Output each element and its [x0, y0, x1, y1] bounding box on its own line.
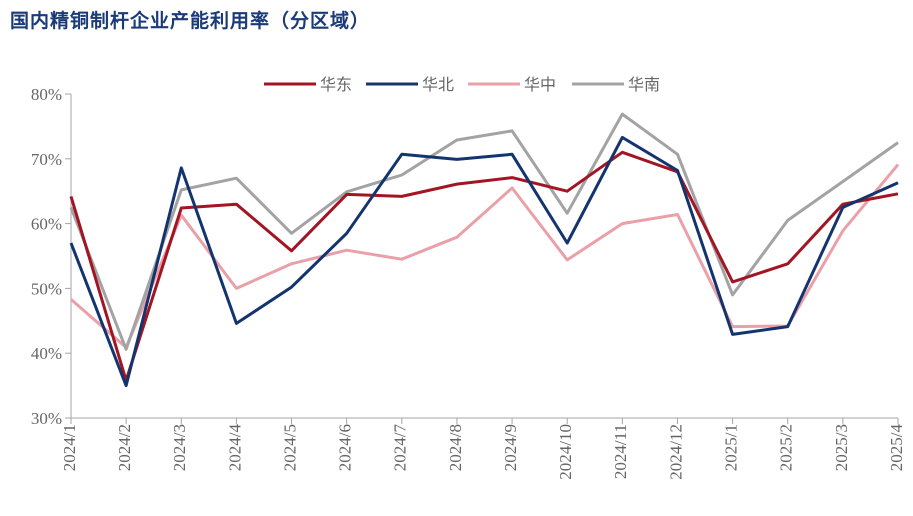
x-tick-label: 2024/12 — [666, 424, 685, 480]
x-tick-label: 2025/3 — [832, 424, 851, 471]
x-tick-label: 2024/2 — [115, 424, 134, 471]
series-line-华南 — [69, 112, 899, 351]
x-tick-label: 2025/4 — [887, 424, 906, 472]
legend-item: 华中 — [468, 75, 556, 94]
axes: 30% 40% 50% 60% 70% 80% 2024/1 2024/2 2024/3 2024… — [31, 85, 906, 480]
x-tick-label: 2024/11 — [611, 424, 630, 479]
y-tick-label: 70% — [31, 150, 62, 169]
y-tick-label: 30% — [31, 409, 62, 428]
series-line-华东 — [69, 150, 899, 382]
x-tick-label: 2024/1 — [60, 424, 79, 471]
chart-title: 国内精铜制杆企业产能利用率（分区域） — [10, 10, 371, 32]
series-line-华北 — [69, 135, 899, 388]
x-tick-label: 2025/1 — [722, 424, 741, 471]
series-lines — [69, 112, 900, 388]
legend-label: 华东 — [320, 75, 352, 94]
x-tick-label: 2024/9 — [501, 424, 520, 471]
x-tick-label: 2024/7 — [391, 424, 410, 472]
y-tick-label: 60% — [31, 215, 62, 234]
legend-item: 华东 — [264, 75, 352, 94]
legend-label: 华中 — [524, 75, 556, 94]
x-tick-label: 2024/4 — [225, 424, 244, 472]
x-tick-label: 2025/2 — [777, 424, 796, 471]
legend-item: 华南 — [572, 75, 660, 94]
x-tick-label: 2024/8 — [446, 424, 465, 471]
x-tick-label: 2024/3 — [170, 424, 189, 471]
y-tick-label: 80% — [31, 85, 62, 104]
x-tick-label: 2024/5 — [280, 424, 299, 471]
legend-label: 华南 — [628, 75, 660, 94]
y-tick-label: 40% — [31, 344, 62, 363]
y-tick-label: 50% — [31, 279, 62, 298]
x-tick-label: 2024/6 — [336, 424, 355, 471]
legend-item: 华北 — [366, 75, 454, 94]
x-tick-label: 2024/10 — [556, 424, 575, 480]
legend-label: 华北 — [422, 75, 454, 94]
series-line-华中 — [70, 163, 900, 349]
legend: 华东 华北 华中 华南 — [264, 75, 660, 94]
